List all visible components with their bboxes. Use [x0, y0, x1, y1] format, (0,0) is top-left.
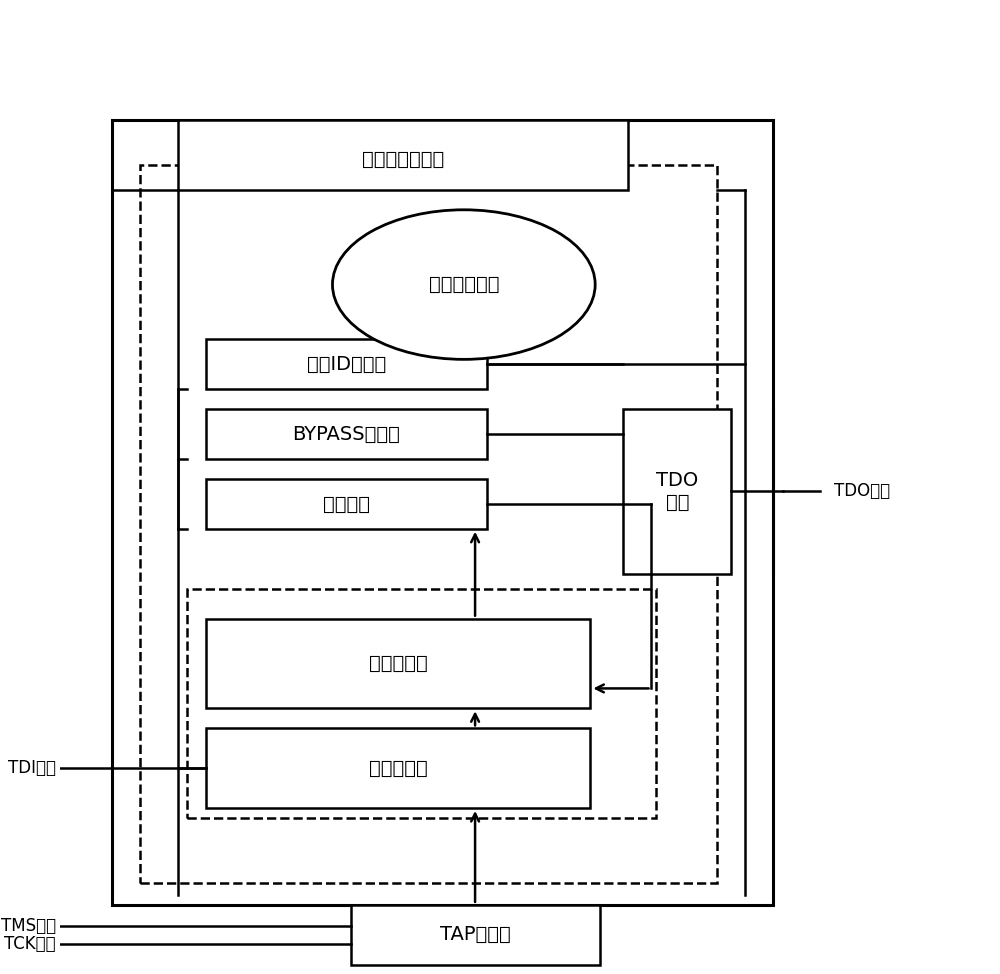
Text: 保护模块: 保护模块 — [323, 495, 370, 513]
Bar — [206, 618, 590, 708]
Text: TDI端口: TDI端口 — [8, 759, 56, 777]
Text: BYPASS寄存器: BYPASS寄存器 — [293, 425, 400, 443]
Bar — [206, 729, 590, 808]
Bar — [351, 905, 600, 964]
Bar — [206, 479, 487, 529]
Text: TCK端口: TCK端口 — [4, 935, 56, 953]
Text: 外部系统电路: 外部系统电路 — [429, 275, 499, 294]
Bar — [206, 339, 487, 390]
Bar — [112, 120, 773, 905]
Bar — [140, 165, 717, 882]
Bar — [187, 588, 656, 818]
Text: 器件ID寄存器: 器件ID寄存器 — [307, 355, 386, 374]
Text: 指令寄存器: 指令寄存器 — [369, 759, 428, 777]
Text: TAP控制器: TAP控制器 — [440, 925, 511, 944]
Ellipse shape — [332, 209, 595, 359]
Bar — [623, 409, 731, 574]
Text: 边界扫描寄存器: 边界扫描寄存器 — [362, 150, 444, 169]
Text: TDO
电路: TDO 电路 — [656, 471, 698, 512]
Bar — [206, 409, 487, 459]
Text: TDO端口: TDO端口 — [834, 482, 891, 501]
Text: 指令译码器: 指令译码器 — [369, 654, 428, 673]
Text: TMS端口: TMS端口 — [1, 917, 56, 935]
Bar — [178, 120, 628, 190]
